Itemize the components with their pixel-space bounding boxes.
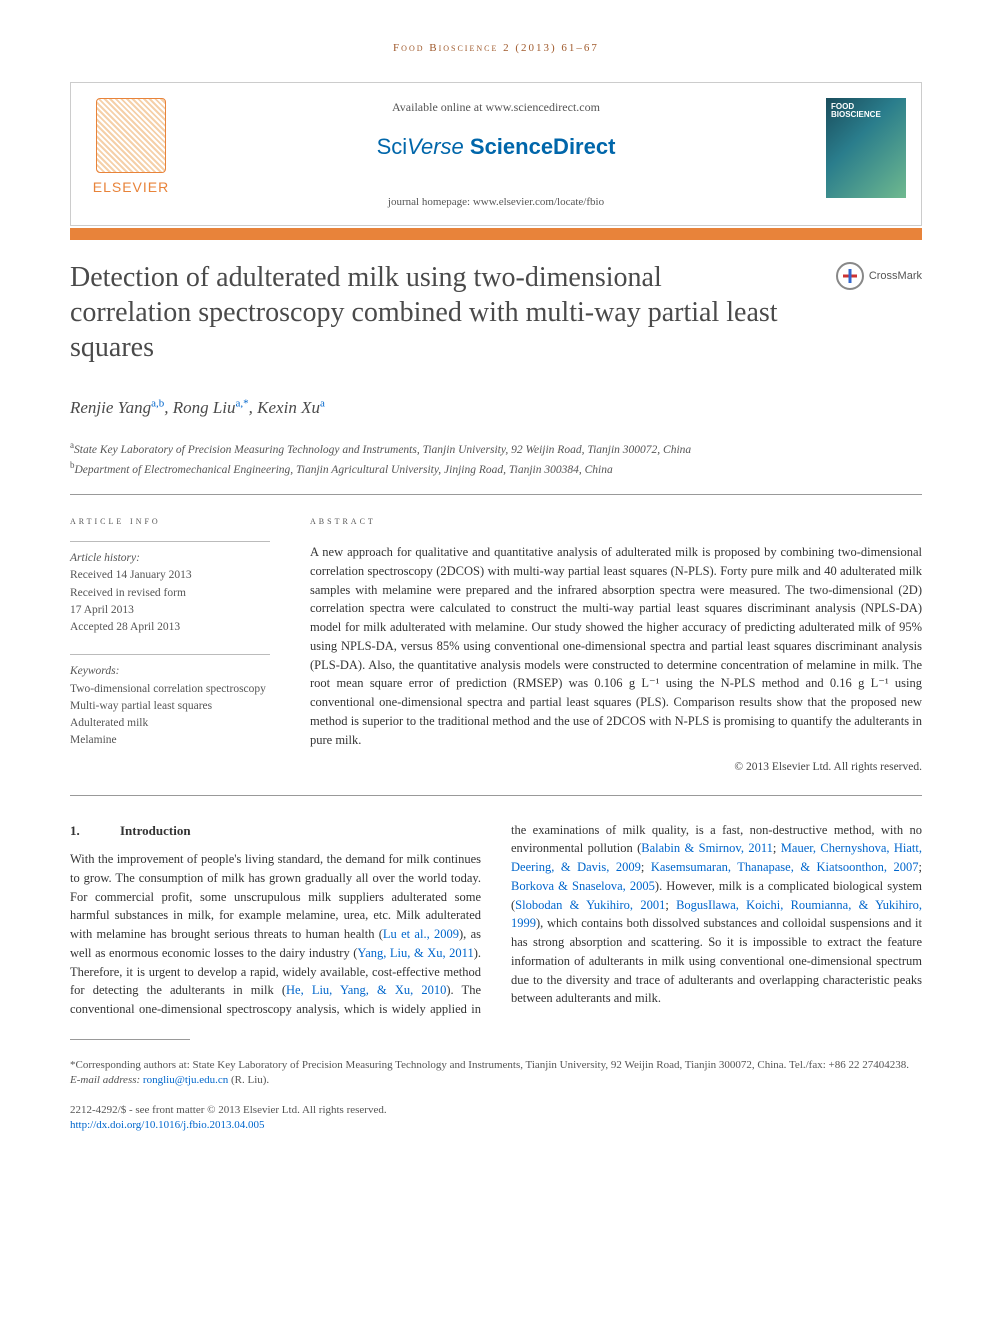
keyword: Multi-way partial least squares: [70, 698, 270, 715]
crossmark-icon: [836, 262, 864, 290]
history-line: Received 14 January 2013: [70, 567, 270, 584]
doi-link[interactable]: http://dx.doi.org/10.1016/j.fbio.2013.04…: [70, 1119, 264, 1131]
email-link[interactable]: rongliu@tju.edu.cn: [143, 1074, 228, 1086]
publication-footer: 2212-4292/$ - see front matter © 2013 El…: [70, 1103, 922, 1134]
email-label: E-mail address:: [70, 1074, 143, 1086]
citation-link[interactable]: Lu et al., 2009: [383, 927, 459, 941]
footnotes: *Corresponding authors at: State Key Lab…: [70, 1058, 922, 1089]
info-subrule: [70, 541, 270, 542]
citation-link[interactable]: Borkova & Snaselova, 2005: [511, 879, 655, 893]
citation-link[interactable]: Yang, Liu, & Xu, 2011: [357, 946, 473, 960]
info-abstract-row: article info Article history: Received 1…: [70, 513, 922, 777]
sciverse-verse: Verse: [407, 134, 464, 159]
elsevier-wordmark: ELSEVIER: [93, 177, 169, 198]
journal-cover-title: FOOD BIOSCIENCE: [831, 103, 901, 121]
abstract-heading: abstract: [310, 513, 922, 530]
keyword: Adulterated milk: [70, 715, 270, 732]
citation-link[interactable]: He, Liu, Yang, & Xu, 2010: [286, 983, 446, 997]
affiliations: aState Key Laboratory of Precision Measu…: [70, 439, 922, 479]
keywords-label: Keywords:: [70, 663, 270, 680]
info-subrule: [70, 654, 270, 655]
crossmark-badge[interactable]: CrossMark: [836, 262, 922, 290]
history-line: Accepted 28 April 2013: [70, 619, 270, 636]
citation-link[interactable]: Kasemsumaran, Thanapase, & Kiatsoonthon,…: [651, 860, 919, 874]
abstract-copyright: © 2013 Elsevier Ltd. All rights reserved…: [310, 759, 922, 776]
keywords-block: Keywords: Two-dimensional correlation sp…: [70, 663, 270, 749]
abstract-text: A new approach for qualitative and quant…: [310, 543, 922, 749]
affiliation-a: aState Key Laboratory of Precision Measu…: [70, 439, 922, 459]
article-info-heading: article info: [70, 513, 270, 530]
author-list: Renjie Yanga,b, Rong Liua,*, Kexin Xua: [70, 395, 922, 421]
keyword: Two-dimensional correlation spectroscopy: [70, 681, 270, 698]
accent-bar: [70, 228, 922, 240]
citation-link[interactable]: Balabin & Smirnov, 2011: [641, 841, 773, 855]
history-label: Article history:: [70, 550, 270, 567]
intro-paragraph: With the improvement of people's living …: [70, 821, 922, 1019]
sciverse-direct: ScienceDirect: [464, 134, 616, 159]
history-line: Received in revised form: [70, 585, 270, 602]
journal-homepage-link[interactable]: journal homepage: www.elsevier.com/locat…: [191, 194, 801, 211]
available-online-text: Available online at www.sciencedirect.co…: [191, 98, 801, 116]
corresponding-author-note: *Corresponding authors at: State Key Lab…: [70, 1058, 922, 1073]
journal-cover-thumbnail[interactable]: FOOD BIOSCIENCE: [826, 98, 906, 198]
abstract-column: abstract A new approach for qualitative …: [310, 513, 922, 777]
history-line: 17 April 2013: [70, 602, 270, 619]
running-header: Food Bioscience 2 (2013) 61–67: [70, 40, 922, 57]
title-block: Detection of adulterated milk using two-…: [70, 240, 922, 380]
elsevier-logo[interactable]: ELSEVIER: [86, 98, 176, 198]
divider: [70, 795, 922, 796]
footnote-rule: [70, 1039, 190, 1040]
crossmark-label: CrossMark: [869, 268, 922, 285]
article-info-sidebar: article info Article history: Received 1…: [70, 513, 270, 777]
citation-link[interactable]: Slobodan & Yukihiro, 2001: [515, 898, 665, 912]
sciencedirect-banner[interactable]: SciVerse ScienceDirect: [352, 124, 641, 169]
keyword: Melamine: [70, 732, 270, 749]
issn-line: 2212-4292/$ - see front matter © 2013 El…: [70, 1103, 922, 1118]
section-title: Introduction: [120, 823, 191, 838]
elsevier-tree-icon: [96, 98, 166, 173]
publisher-header-block: ELSEVIER FOOD BIOSCIENCE Available onlin…: [70, 82, 922, 227]
page-container: Food Bioscience 2 (2013) 61–67 ELSEVIER …: [0, 0, 992, 1163]
article-history: Article history: Received 14 January 201…: [70, 550, 270, 636]
sciverse-sci: Sci: [377, 134, 408, 159]
article-title: Detection of adulterated milk using two-…: [70, 260, 922, 365]
divider: [70, 494, 922, 495]
section-heading-intro: 1.Introduction: [70, 821, 481, 841]
email-line: E-mail address: rongliu@tju.edu.cn (R. L…: [70, 1073, 922, 1088]
section-number: 1.: [70, 821, 120, 841]
body-two-column: 1.Introduction With the improvement of p…: [70, 821, 922, 1019]
affiliation-b: bDepartment of Electromechanical Enginee…: [70, 459, 922, 479]
